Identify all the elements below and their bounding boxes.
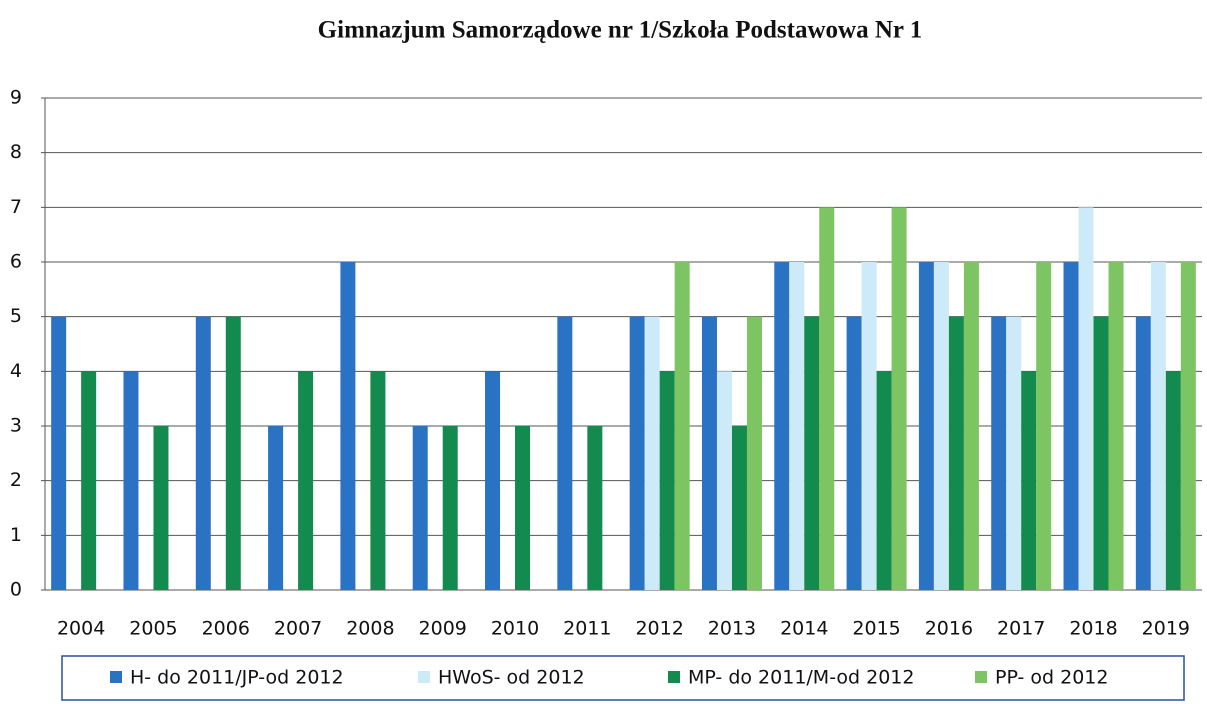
bar xyxy=(485,371,501,590)
bar xyxy=(81,371,97,590)
x-tick-label: 2004 xyxy=(57,618,105,640)
x-tick-label: 2015 xyxy=(852,618,900,640)
bar xyxy=(774,262,790,590)
bar xyxy=(629,316,645,590)
bar xyxy=(789,262,805,590)
y-tick-label: 8 xyxy=(10,141,22,163)
bar xyxy=(1063,262,1079,590)
bar xyxy=(731,426,747,590)
x-tick-label: 2005 xyxy=(129,618,177,640)
y-tick-label: 4 xyxy=(10,360,22,382)
bar xyxy=(370,371,386,590)
bar xyxy=(587,426,603,590)
bar xyxy=(340,262,356,590)
legend-swatch xyxy=(110,671,122,683)
bar xyxy=(1006,316,1022,590)
bar xyxy=(195,316,211,590)
legend-label: MP- do 2011/M-od 2012 xyxy=(688,667,915,689)
bar xyxy=(1021,371,1037,590)
bar xyxy=(1135,316,1151,590)
bar xyxy=(876,371,892,590)
legend-swatch xyxy=(418,671,430,683)
bar xyxy=(153,426,169,590)
bar xyxy=(515,426,531,590)
x-tick-label: 2007 xyxy=(274,618,322,640)
bar xyxy=(1108,262,1124,590)
bar xyxy=(948,316,964,590)
x-tick-label: 2019 xyxy=(1142,618,1190,640)
x-tick-label: 2014 xyxy=(780,618,828,640)
bar xyxy=(1180,262,1196,590)
x-tick-label: 2017 xyxy=(997,618,1045,640)
bar xyxy=(412,426,428,590)
bar xyxy=(846,316,862,590)
chart-title: Gimnazjum Samorządowe nr 1/Szkoła Podsta… xyxy=(318,17,923,44)
legend-box xyxy=(61,655,1185,701)
y-tick-label: 7 xyxy=(10,196,22,218)
legend-swatch xyxy=(668,671,680,683)
y-tick-label: 0 xyxy=(10,579,22,601)
bar xyxy=(659,371,675,590)
bar xyxy=(891,207,907,591)
bar xyxy=(268,426,284,590)
x-tick-label: 2008 xyxy=(346,618,394,640)
x-tick-label: 2013 xyxy=(708,618,756,640)
bar xyxy=(123,371,139,590)
legend-swatch xyxy=(975,671,987,683)
bar xyxy=(298,371,314,590)
y-tick-label: 1 xyxy=(10,524,22,546)
bar xyxy=(861,262,877,590)
bar xyxy=(804,316,820,590)
bar xyxy=(701,316,717,590)
bar xyxy=(1165,371,1181,590)
y-tick-label: 2 xyxy=(10,469,22,491)
bar xyxy=(918,262,934,590)
x-tick-label: 2012 xyxy=(635,618,683,640)
bar xyxy=(674,262,690,590)
bar xyxy=(557,316,573,590)
y-tick-label: 6 xyxy=(10,251,22,273)
bar xyxy=(746,316,762,590)
x-tick-label: 2016 xyxy=(925,618,973,640)
bar xyxy=(716,371,732,590)
bar xyxy=(442,426,458,590)
bar xyxy=(1078,207,1094,591)
legend-label: HWoS- od 2012 xyxy=(438,667,585,689)
y-tick-label: 3 xyxy=(10,415,22,437)
bar xyxy=(963,262,979,590)
bar xyxy=(1150,262,1166,590)
legend-label: PP- od 2012 xyxy=(995,667,1108,689)
bar xyxy=(933,262,949,590)
bar xyxy=(644,316,660,590)
bar xyxy=(1036,262,1052,590)
bar xyxy=(819,207,835,591)
bar xyxy=(225,316,241,590)
legend-label: H- do 2011/JP-od 2012 xyxy=(130,667,344,689)
y-tick-label: 9 xyxy=(10,87,22,109)
bar xyxy=(51,316,67,590)
x-tick-label: 2010 xyxy=(491,618,539,640)
x-tick-label: 2009 xyxy=(419,618,467,640)
y-tick-label: 5 xyxy=(10,305,22,327)
x-tick-label: 2006 xyxy=(202,618,250,640)
bar xyxy=(991,316,1007,590)
x-tick-label: 2018 xyxy=(1069,618,1117,640)
bar xyxy=(1093,316,1109,590)
x-tick-label: 2011 xyxy=(563,618,611,640)
